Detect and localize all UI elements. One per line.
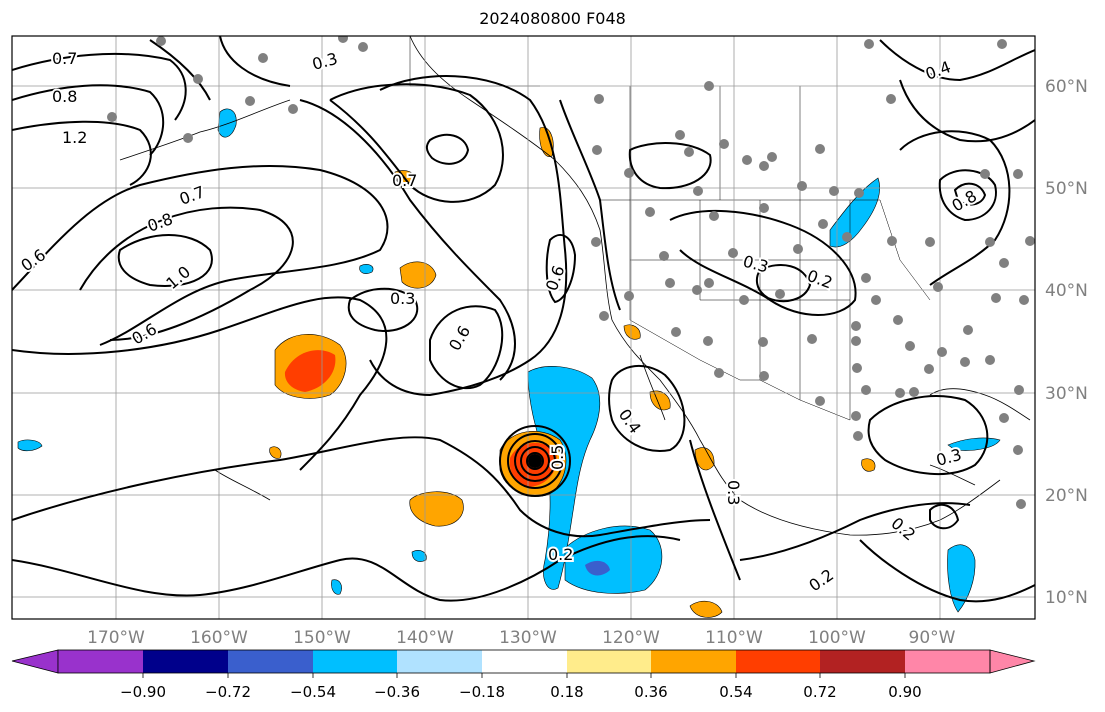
lat-label: 30°N bbox=[1045, 384, 1088, 404]
lon-label: 110°W bbox=[705, 628, 763, 648]
lat-label: 20°N bbox=[1045, 486, 1088, 506]
colorbar-bin bbox=[482, 650, 567, 673]
colorbar-bin bbox=[228, 650, 313, 673]
contour-label: 0.6 bbox=[445, 322, 474, 354]
positive-area-s1 bbox=[409, 491, 464, 527]
negative-area-small2 bbox=[331, 579, 342, 595]
map-title: 2024080800 F048 bbox=[479, 9, 626, 28]
graticule bbox=[12, 36, 1035, 619]
negative-area-small1 bbox=[411, 550, 427, 562]
contour-label: 0.7 bbox=[392, 171, 417, 190]
contour-label: 0.5 bbox=[548, 445, 567, 470]
lon-label: 150°W bbox=[293, 628, 351, 648]
colorbar-tick-label: 0.54 bbox=[719, 683, 752, 701]
positive-core-pacific bbox=[284, 350, 336, 392]
colorbar-tick-label: 0.90 bbox=[888, 683, 921, 701]
colorbar-bin bbox=[313, 650, 397, 673]
lon-label: 140°W bbox=[396, 628, 454, 648]
colorbar: −0.90 −0.72 −0.54 −0.36 −0.18 0.18 0.36 … bbox=[11, 649, 1036, 701]
colorbar-max-extend bbox=[989, 649, 1036, 674]
contour-label: 0.8 bbox=[145, 209, 175, 236]
colorbar-tick-label: 0.18 bbox=[550, 683, 583, 701]
negative-area-central-am bbox=[947, 544, 976, 613]
contour-label: 0.2 bbox=[887, 514, 919, 545]
positive-area-s5 bbox=[539, 127, 554, 157]
lon-label: 160°W bbox=[190, 628, 248, 648]
colorbar-bin bbox=[736, 650, 820, 673]
map-frame bbox=[11, 35, 1036, 620]
lon-label: 170°W bbox=[87, 628, 145, 648]
lon-label: 100°W bbox=[808, 628, 866, 648]
colorbar-bin bbox=[143, 650, 228, 673]
lat-label: 60°N bbox=[1045, 77, 1088, 97]
contour-label: 0.8 bbox=[52, 87, 77, 106]
negative-core-south bbox=[585, 560, 610, 576]
colorbar-tick-label: 0.36 bbox=[634, 683, 667, 701]
positive-area-s8 bbox=[623, 324, 641, 340]
contour-label: 0.3 bbox=[390, 289, 415, 308]
negative-area-alaska bbox=[217, 108, 237, 138]
contour-label: 1.2 bbox=[62, 128, 87, 147]
contour-label: 0.7 bbox=[52, 49, 77, 68]
contour-label: 1.0 bbox=[162, 262, 194, 293]
positive-area-s6 bbox=[689, 600, 723, 618]
lat-label: 50°N bbox=[1045, 179, 1088, 199]
contour-label: 0.2 bbox=[805, 565, 837, 595]
colorbar-min-extend bbox=[11, 649, 59, 674]
colorbar-tick-label: 0.72 bbox=[803, 683, 836, 701]
colorbar-tick-label: −0.72 bbox=[205, 683, 251, 701]
lon-label: 90°W bbox=[909, 628, 956, 648]
negative-area-south bbox=[564, 525, 663, 594]
contour-label: 0.3 bbox=[741, 252, 771, 277]
positive-area-s10 bbox=[269, 446, 282, 459]
contour-lines bbox=[12, 36, 1035, 603]
lon-label: 120°W bbox=[602, 628, 660, 648]
lon-label: 130°W bbox=[499, 628, 557, 648]
colorbar-tick-label: −0.90 bbox=[120, 683, 166, 701]
negative-area-west bbox=[17, 439, 43, 452]
contour-label: 0.6 bbox=[129, 319, 161, 348]
colorbar-tick-label: −0.36 bbox=[374, 683, 420, 701]
contour-label: 0.6 bbox=[17, 245, 49, 275]
contour-label: 0.3 bbox=[310, 49, 340, 74]
contour-label: 0.8 bbox=[949, 186, 981, 215]
positive-area-s9 bbox=[861, 458, 876, 472]
colorbar-tick-label: −0.18 bbox=[459, 683, 505, 701]
colorbar-bin bbox=[820, 650, 905, 673]
colorbar-bin bbox=[651, 650, 736, 673]
colorbar-bin bbox=[567, 650, 651, 673]
station-markers bbox=[107, 36, 1035, 509]
longitude-labels: 170°W 160°W 150°W 140°W 130°W 120°W 110°… bbox=[87, 628, 956, 648]
contour-label: 0.7 bbox=[177, 182, 207, 209]
lat-label: 40°N bbox=[1045, 281, 1088, 301]
contour-label: 0.2 bbox=[548, 545, 573, 564]
lat-label: 10°N bbox=[1045, 588, 1088, 608]
shaded-regions bbox=[17, 108, 1001, 618]
colorbar-tick-label: −0.54 bbox=[290, 683, 336, 701]
storm-center-marker bbox=[528, 454, 542, 468]
colorbar-bin bbox=[397, 650, 482, 673]
contour-label: 0.3 bbox=[934, 445, 964, 470]
contour-label: 0.3 bbox=[724, 480, 743, 505]
negative-area-plains bbox=[829, 177, 880, 248]
latitude-labels: 60°N 50°N 40°N 30°N 20°N 10°N bbox=[1045, 77, 1088, 608]
colorbar-bin bbox=[58, 650, 143, 673]
positive-area-s2 bbox=[399, 261, 437, 289]
colorbar-bin bbox=[905, 650, 990, 673]
negative-area-small3 bbox=[359, 264, 374, 274]
